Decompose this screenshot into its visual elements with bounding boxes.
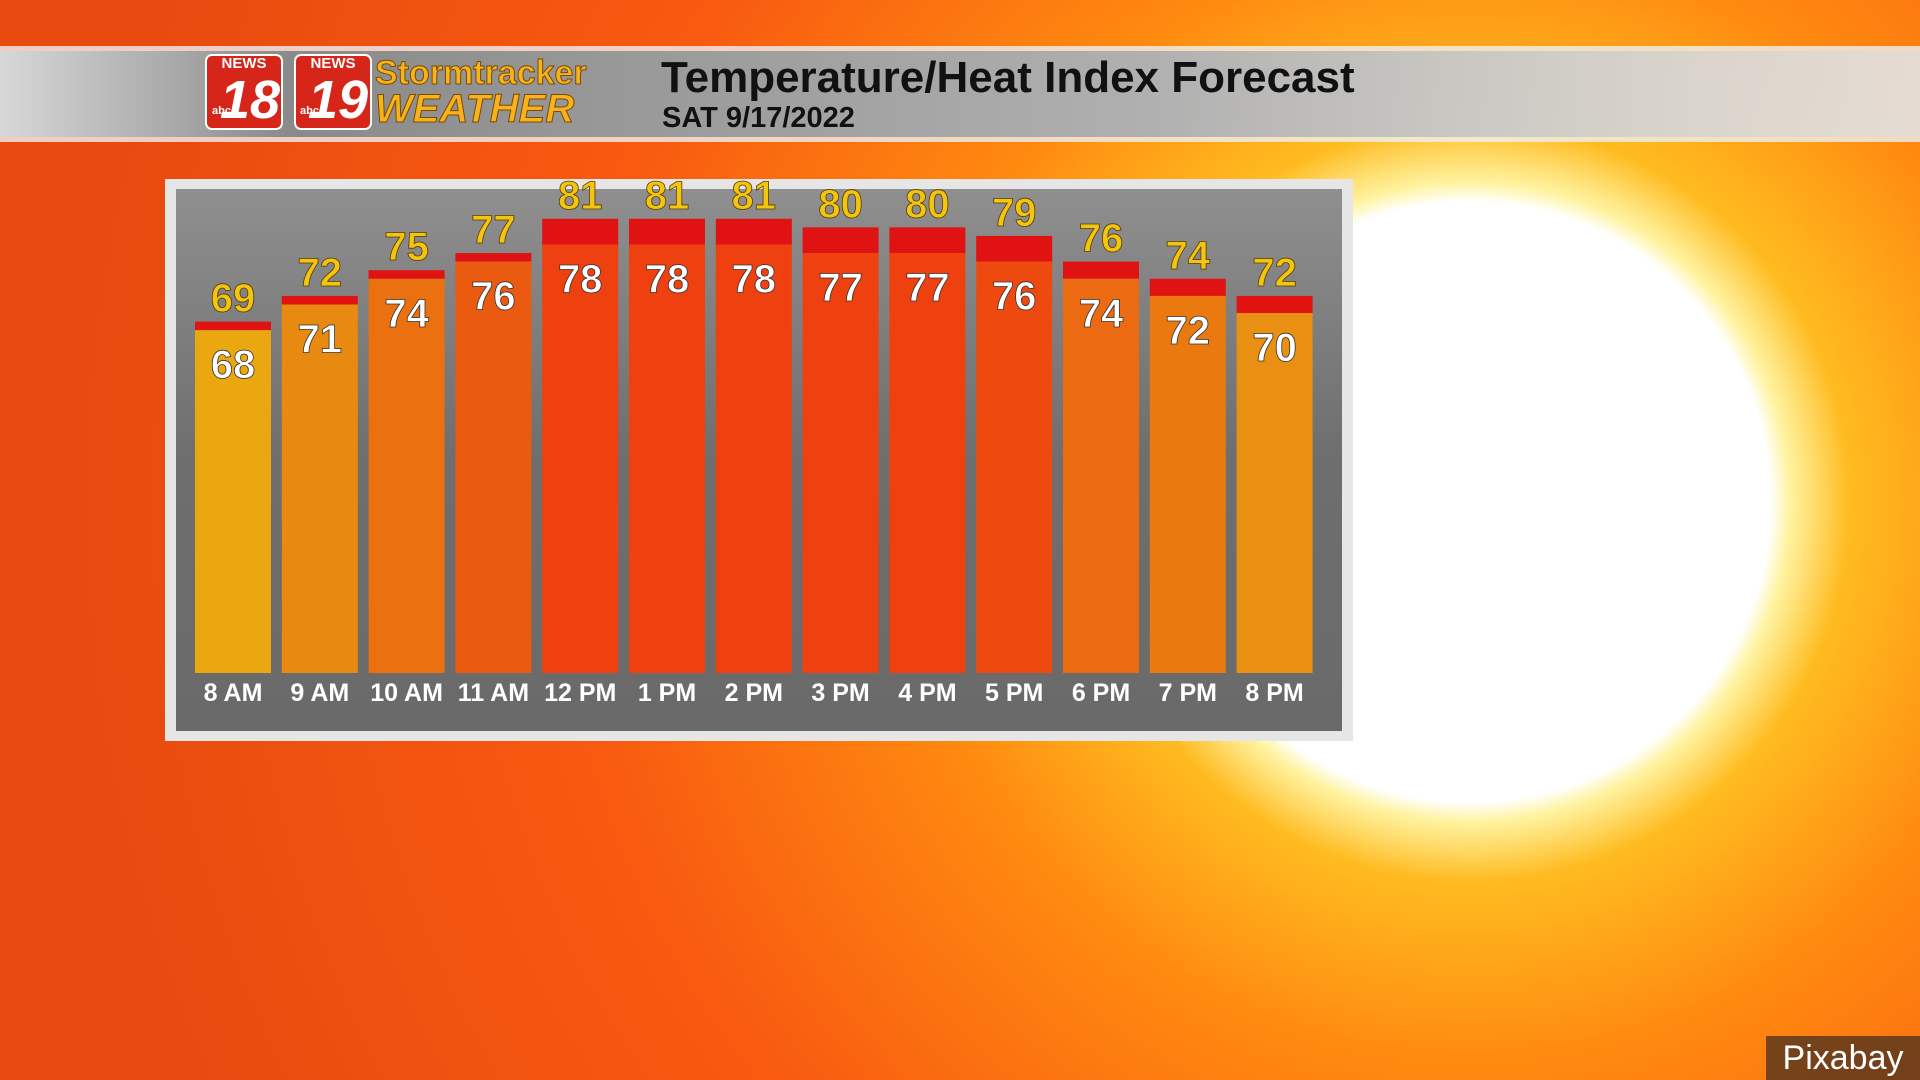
x-tick-label: 12 PM [544,679,616,707]
temperature-label: 76 [471,275,516,319]
heat-index-segment [1063,261,1139,279]
temperature-bar [281,304,358,673]
heat-index-label: 80 [818,182,863,226]
heat-index-segment [1149,278,1226,296]
temperature-bar [1149,295,1226,673]
x-tick-label: 3 PM [811,679,869,707]
heat-index-segment [715,218,792,245]
temperature-label: 70 [1252,326,1297,370]
heat-index-segment [1236,295,1313,314]
logo-number: 18 [220,70,280,130]
heat-index-label: 69 [211,277,256,321]
heat-index-label: 76 [1079,217,1124,261]
brand-bottom: WEATHER [375,87,574,131]
heat-index-label: 81 [645,174,690,218]
x-tick-label: 8 PM [1245,679,1303,707]
logo-network: abc [300,105,319,117]
temperature-label: 72 [1166,309,1211,353]
temperature-bar [715,244,792,673]
logo-box [294,54,372,130]
heat-index-segment [542,218,619,245]
temperature-label: 77 [818,266,863,310]
x-tick-label: 7 PM [1159,679,1217,707]
credit-box [1766,1036,1920,1080]
temperature-bar [629,244,705,673]
logo-number: 19 [308,70,368,130]
heat-index-label: 74 [1166,234,1211,278]
heat-index-label: 80 [905,182,950,226]
temperature-bar [889,253,966,673]
x-tick-label: 1 PM [638,679,696,707]
heat-index-segment [455,253,532,262]
temperature-label: 74 [1079,292,1124,336]
temperature-label: 78 [732,258,777,302]
heat-index-segment [802,227,879,254]
chart-subtitle: SAT 9/17/2022 [662,102,855,134]
temperature-bar [368,278,445,673]
temperature-label: 76 [992,275,1037,319]
x-tick-label: 8 AM [204,679,263,707]
heat-index-label: 75 [384,225,429,269]
temperature-label: 78 [558,258,603,302]
temperature-label: 77 [905,266,950,310]
heat-index-label: 72 [298,251,343,295]
heat-index-segment [281,295,358,305]
temperature-bar [1063,278,1139,673]
temperature-label: 71 [298,317,343,361]
logo-news: NEWS [311,55,356,72]
temperature-bar [976,261,1053,673]
temperature-bar [195,330,271,673]
temperature-bar [455,261,532,673]
heat-index-label: 72 [1252,251,1297,295]
heat-index-segment [629,218,705,245]
heat-index-label: 79 [992,191,1037,235]
heat-index-label: 77 [471,208,516,252]
x-tick-label: 9 AM [290,679,349,707]
credit: Pixabay [1783,1039,1904,1077]
brand-top: Stormtracker [375,54,587,92]
logo-network: abc [212,105,231,117]
x-tick-label: 6 PM [1072,679,1130,707]
temperature-bar [802,253,879,673]
temperature-bar [542,244,619,673]
heat-index-label: 81 [732,174,777,218]
logo-news: NEWS [222,55,267,72]
heat-index-segment [195,321,271,331]
heat-index-segment [976,235,1053,262]
logo-box [205,54,283,130]
x-tick-label: 2 PM [725,679,783,707]
heat-index-segment [889,227,966,254]
chart-title: Temperature/Heat Index Forecast [661,53,1355,102]
x-tick-label: 5 PM [985,679,1043,707]
x-tick-label: 11 AM [458,679,529,707]
heat-index-segment [368,270,445,279]
temperature-bar [1236,313,1313,673]
temperature-label: 74 [384,292,429,336]
x-tick-label: 4 PM [898,679,956,707]
heat-index-label: 81 [558,174,603,218]
temperature-label: 68 [211,343,256,387]
temperature-label: 78 [645,258,690,302]
x-tick-label: 10 AM [370,679,443,707]
